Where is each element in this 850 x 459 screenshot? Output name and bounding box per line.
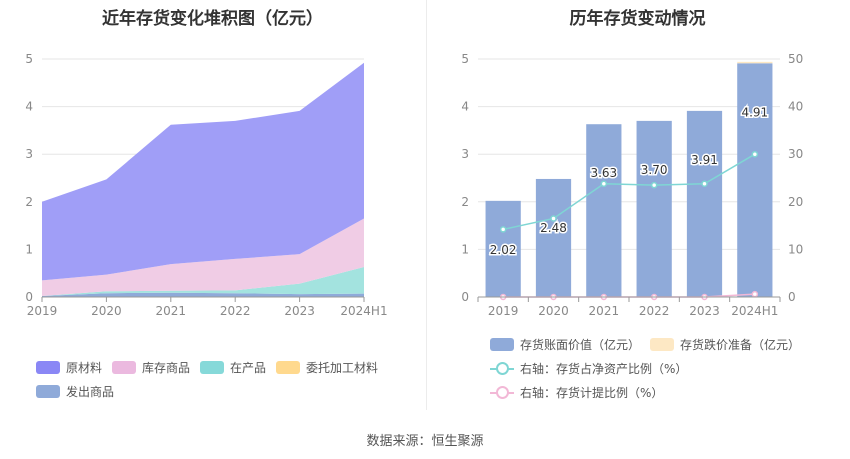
panel-divider (426, 0, 427, 410)
x-tick-label: 2020 (91, 304, 122, 318)
bar-data-label: 3.91 (691, 153, 718, 167)
line-右轴：存货占净资产比例（%） (503, 153, 756, 231)
bar-data-label: 3.63 (590, 166, 617, 180)
y-tick-label: 3 (25, 147, 33, 161)
bar-data-label: 4.91 (741, 105, 768, 119)
bar-book-value (686, 110, 723, 297)
line-point (499, 226, 507, 233)
y2-tick-label: 0 (788, 290, 796, 304)
data-source-note: 数据来源：恒生聚源 (366, 434, 484, 449)
y-tick-label: 1 (25, 242, 33, 256)
line-point (751, 150, 759, 158)
line-point (550, 215, 557, 222)
line-point (701, 180, 708, 187)
line-point (600, 180, 608, 187)
area-库存商品 (42, 218, 364, 297)
y-tick-label: 3 (461, 147, 469, 161)
y-tick-label: 4 (25, 100, 33, 114)
y2-tick-label: 20 (788, 195, 803, 209)
area-在产品 (42, 267, 364, 297)
bar-impairment (737, 61, 773, 64)
y2-tick-label: 50 (788, 52, 803, 66)
x-tick-label: 2019 (488, 304, 519, 318)
y2-tick-label: 30 (788, 147, 803, 161)
x-tick-label: 2019 (27, 304, 58, 318)
y-tick-label: 5 (25, 52, 33, 66)
area-发出商品 (42, 292, 364, 297)
y-tick-label: 0 (25, 290, 33, 304)
y-tick-label: 0 (461, 290, 469, 304)
right-chart-title: 历年存货变动情况 (569, 9, 706, 29)
area-原材料 (42, 62, 364, 281)
x-tick-label: 2024H1 (731, 304, 778, 318)
bar-book-value (485, 200, 521, 297)
x-tick-label: 2021 (589, 304, 620, 318)
x-tick-label: 2023 (689, 304, 720, 318)
line-point (751, 290, 759, 298)
x-tick-label: 2021 (156, 304, 187, 318)
y-tick-label: 2 (25, 195, 33, 209)
bar-data-label: 3.70 (641, 163, 668, 177)
x-tick-label: 2023 (284, 304, 315, 318)
x-tick-label: 2022 (220, 304, 251, 318)
x-tick-label: 2022 (639, 304, 670, 318)
bar-book-value (737, 63, 773, 298)
x-tick-label: 2024H1 (340, 304, 387, 318)
bar-data-label: 2.48 (540, 221, 567, 235)
bar-book-value (586, 124, 622, 297)
x-tick-label: 2020 (538, 304, 569, 318)
left-chart-title: 近年存货变化堆积图（亿元） (102, 9, 323, 29)
y-tick-label: 5 (461, 52, 469, 66)
y-tick-label: 2 (461, 195, 469, 209)
y2-tick-label: 40 (788, 100, 803, 114)
y-tick-label: 1 (461, 242, 469, 256)
y2-tick-label: 10 (788, 242, 803, 256)
bar-book-value (636, 120, 672, 297)
y-tick-label: 4 (461, 100, 469, 114)
line-point (650, 181, 658, 189)
bar-data-label: 2.02 (490, 243, 517, 257)
bar-book-value (535, 178, 572, 297)
